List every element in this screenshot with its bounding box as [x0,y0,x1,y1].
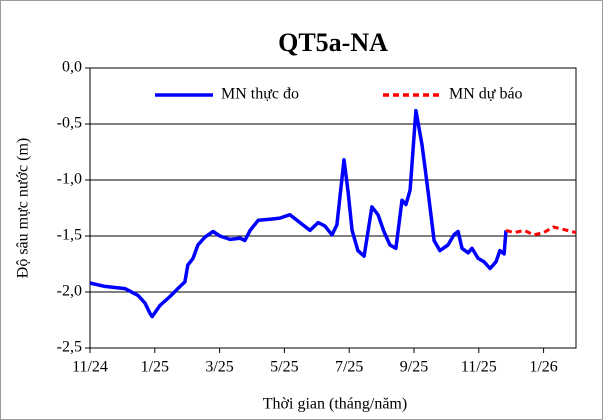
y-tick-label: -2,0 [57,283,82,300]
x-tick-label: 1/26 [529,359,557,376]
data-line [89,108,508,319]
plot-area [89,67,577,349]
y-tick-label: -1,0 [57,171,82,188]
x-tick-label: 11/24 [72,359,108,376]
x-tick-label: 3/25 [205,359,233,376]
x-tick-label: 5/25 [270,359,298,376]
x-tick-label: 7/25 [335,359,363,376]
chart-title: QT5a-NA [278,28,388,57]
y-tick-label: -0,5 [57,115,82,132]
y-tick-label: -1,5 [57,227,82,244]
y-tick-label: 0,0 [62,59,82,76]
x-tick-label: 11/25 [461,359,497,376]
legend-label: MN thực đo [221,86,299,103]
x-tick-label: 1/25 [141,359,169,376]
data-line [505,225,577,237]
y-tick-label: -2,5 [57,339,82,356]
x-tick-label: 9/25 [400,359,428,376]
y-axis-label: Độ sâu mực nước (m) [15,138,32,278]
x-axis-label: Thời gian (tháng/năm) [263,396,407,413]
legend-label: MN dự báo [449,86,523,103]
